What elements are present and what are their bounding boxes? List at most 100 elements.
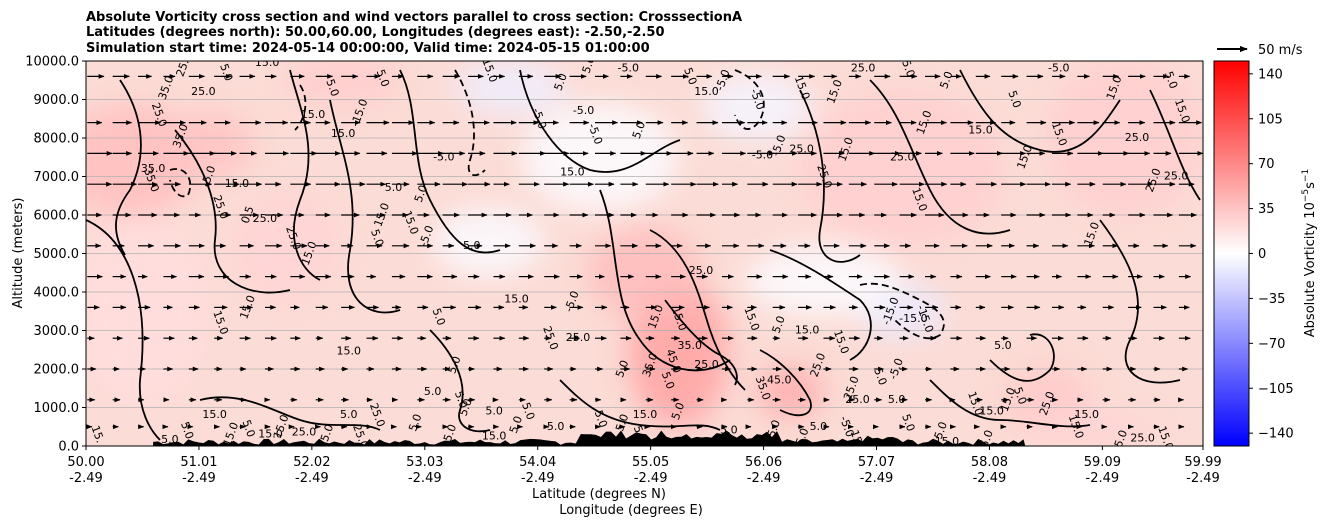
vorticity-blob (287, 61, 400, 108)
vorticity-blob (231, 188, 344, 304)
contour-label: 5.0 (547, 420, 565, 433)
x-tick-label-lat: 52.02 (293, 455, 330, 470)
contour-label: 25.0 (191, 85, 216, 98)
vorticity-field (86, 61, 1203, 446)
contour-label: -5.0 (752, 148, 773, 161)
vorticity-blob (589, 226, 701, 319)
contour-label: 15.0 (202, 408, 227, 421)
x-tick-label-lon: -2.49 (747, 471, 781, 486)
quiver-key-label: 50 m/s (1258, 43, 1303, 58)
x-tick-label-lon: -2.49 (295, 471, 329, 486)
x-tick-label-lon: -2.49 (1086, 471, 1120, 486)
x-tick-label-lat: 59.09 (1084, 455, 1121, 470)
x-tick-label-lat: 54.04 (519, 455, 556, 470)
contour-label: 25.0 (890, 150, 915, 163)
colorbar-tick-label: −70 (1258, 337, 1285, 352)
contour-label: -5.0 (1048, 62, 1069, 75)
x-tick-label-lat: 58.08 (971, 455, 1008, 470)
contour-label: 15.0 (560, 166, 585, 179)
contour-label: 5.0 (424, 385, 442, 398)
vorticity-blob (801, 91, 1003, 246)
y-tick-label: 7000.0 (34, 170, 80, 185)
x-tick-label-lon: -2.49 (69, 471, 103, 486)
contour-label: 5.0 (323, 77, 341, 98)
colorbar: 140 105 70 35 0 −35 −70 −105 −140 Absolute Vorti… (1213, 60, 1318, 447)
title-line-3: Simulation start time: 2024-05-14 00:00:… (86, 41, 650, 56)
y-tick-label: 2000.0 (34, 363, 80, 378)
contour-label: 5.0 (937, 70, 955, 91)
contour-label: 5.0 (519, 401, 537, 422)
y-tick-label: 9000.0 (34, 93, 80, 108)
contour-label: 15.0 (979, 404, 1004, 417)
contour-line (959, 69, 1121, 153)
contour-label: 25.0 (845, 393, 870, 406)
title-line-1: Absolute Vorticity cross section and win… (86, 10, 742, 25)
plot-area: 25.0 15.05.035.0 25.025.035.035.035.0 -5.0 1… (86, 56, 1203, 448)
y-tick-label: 4000.0 (34, 286, 80, 301)
contour-label: 5.0 (630, 120, 648, 141)
contour-label: 15.0 (935, 435, 960, 448)
vorticity-blob (1025, 411, 1160, 446)
title-line-2: Latitudes (degrees north): 50.00,60.00, … (86, 25, 665, 40)
x-tick-label-lat: 53.03 (406, 455, 443, 470)
dashed-contour (454, 69, 486, 177)
contour-label: 5.0 (239, 418, 257, 439)
contour-label: 5.0 (994, 339, 1012, 352)
contour-label: 5.0 (485, 404, 503, 417)
x-tick-label-lat: 50.00 (67, 455, 104, 470)
colorbar-label-unit: s (1303, 182, 1318, 189)
contour-label: 5.0 (770, 314, 788, 335)
contour-label: 5.0 (507, 414, 525, 435)
contour-label: 5.0 (161, 433, 179, 446)
x-tick-label-lon: -2.49 (1186, 471, 1220, 486)
contour-label: 5.0 (592, 408, 610, 429)
x-tick-label-lon: -2.49 (634, 471, 668, 486)
contour-label: 15.0 (633, 408, 658, 421)
colorbar-label-exp2: −1 (1301, 169, 1311, 182)
x-tick-label-lon: -2.49 (408, 471, 442, 486)
contour-label: 5.0 (669, 401, 687, 422)
contour-line (1099, 219, 1181, 384)
contour-label: 15.0 (968, 123, 993, 136)
x-tick-label-lat: 55.05 (632, 455, 669, 470)
contour-line (869, 79, 1011, 235)
contour-line (429, 329, 491, 433)
x-tick-label-lon: -2.49 (521, 471, 555, 486)
chart-title: Absolute Vorticity cross section and win… (86, 10, 742, 56)
x-axis-label-longitude: Longitude (degrees E) (559, 503, 703, 518)
x-tick-label-lon: -2.49 (182, 471, 216, 486)
contour-label: 25.0 (253, 212, 278, 225)
colorbar-tick-label: −140 (1258, 427, 1294, 442)
contour-label: 5.0 (932, 420, 950, 441)
colorbar-tick-label: 35 (1258, 202, 1275, 217)
y-tick-label: 0.0 (58, 440, 79, 455)
contour-label: -5.0 (618, 62, 639, 75)
contour-label: 5.0 (452, 389, 470, 410)
colorbar-tick-label: 70 (1258, 157, 1275, 172)
contour-label: 5.0 (340, 408, 358, 421)
contour-label: 15.0 (1074, 408, 1099, 421)
dashed-contour (859, 282, 945, 340)
contour-label: 5.0 (1011, 385, 1029, 406)
contour-label: -15.0 (899, 312, 927, 325)
contour-label: 5.0 (412, 183, 430, 204)
colorbar-ticks: 140 105 70 35 0 −35 −70 −105 −140 (1249, 67, 1294, 442)
y-tick-label: 5000.0 (34, 247, 80, 262)
vorticity-blob (86, 215, 209, 408)
vorticity-blob (164, 111, 254, 181)
contour-label: 25.0 (1164, 170, 1189, 183)
contour-label: 15.0 (258, 427, 283, 440)
contour-label: 25.0 (1125, 131, 1150, 144)
terrain (153, 430, 1026, 446)
vorticity-blob (756, 365, 824, 420)
colorbar-label-exp1: −5 (1301, 189, 1311, 202)
contour-label: 15.0 (331, 127, 356, 140)
x-tick-label-lat: 59.99 (1184, 455, 1221, 470)
vorticity-blob (454, 61, 567, 115)
contour-label: 15.0 (694, 85, 719, 98)
y-tick-label: 6000.0 (34, 209, 80, 224)
vorticity-blob (745, 245, 903, 316)
contour-label: 15.0 (255, 56, 280, 69)
contour-label: 25.0 (292, 426, 317, 439)
